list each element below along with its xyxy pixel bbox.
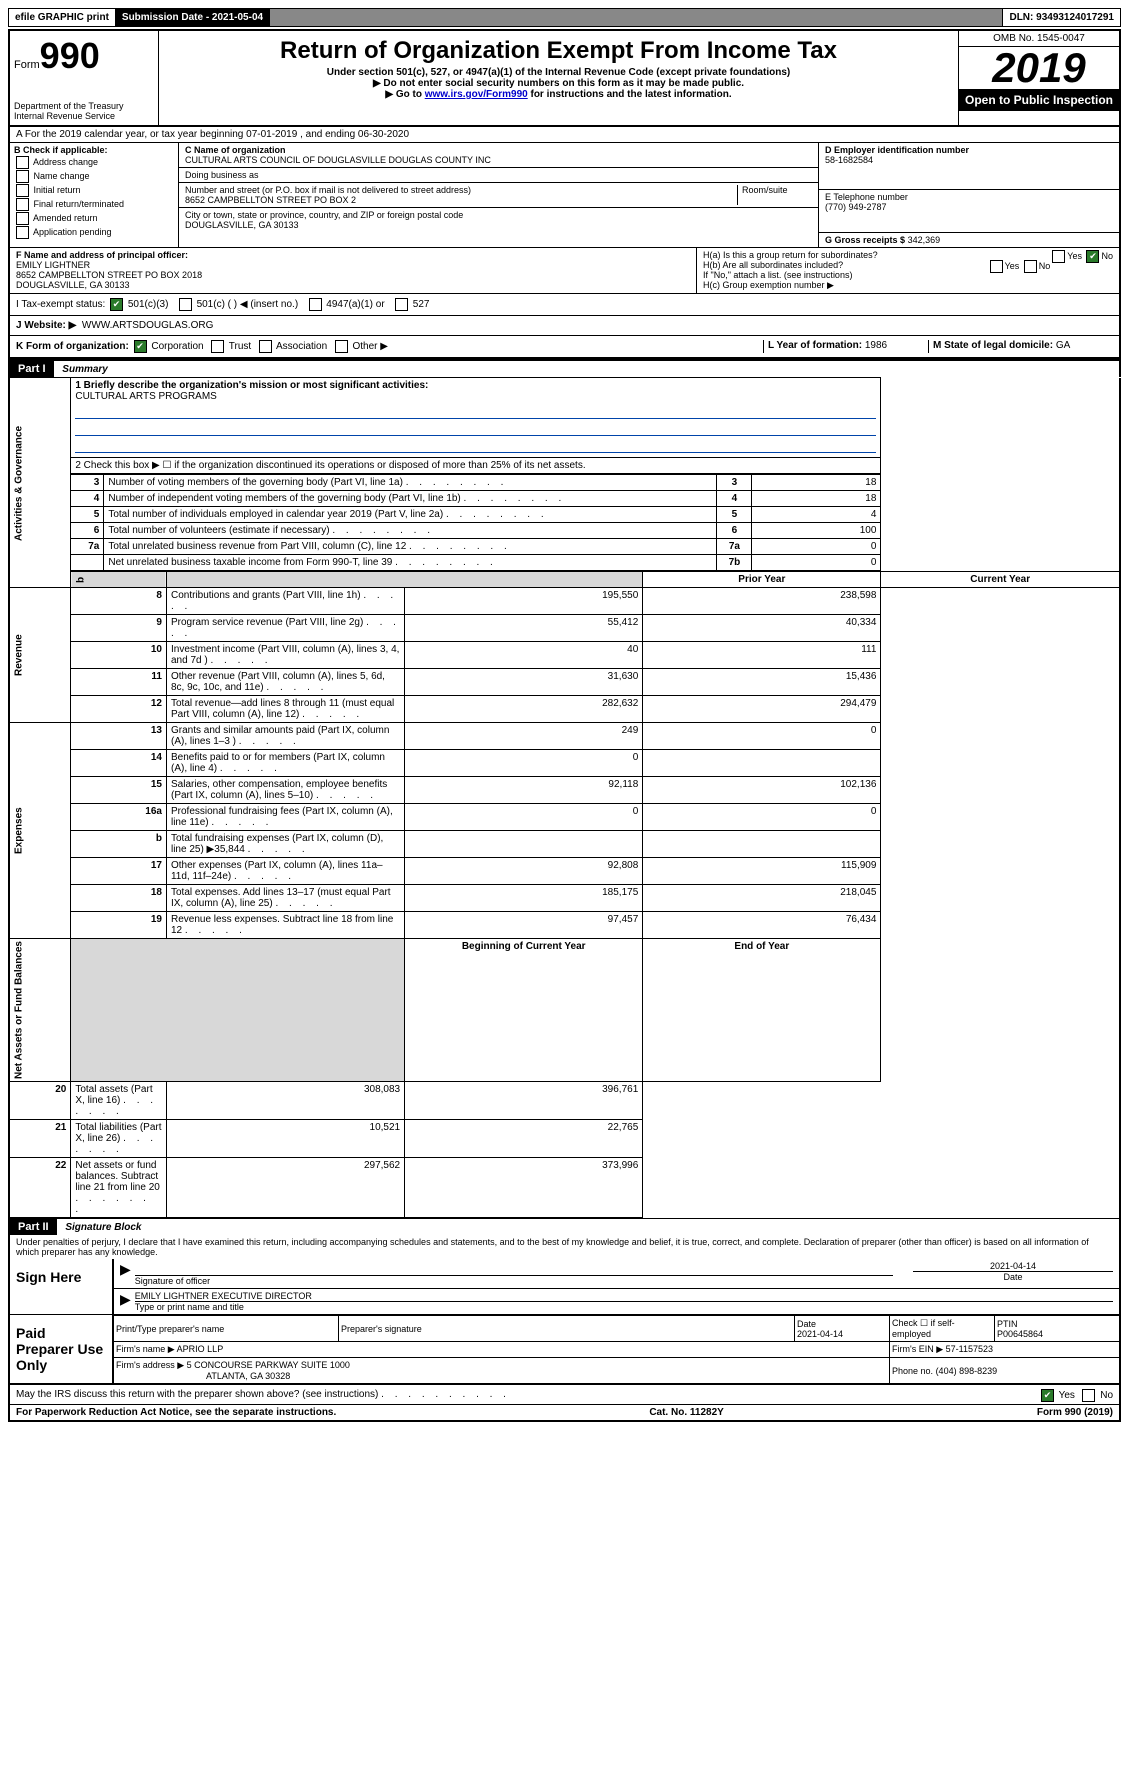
- checkbox-item[interactable]: Application pending: [14, 226, 174, 239]
- side-net: Net Assets or Fund Balances: [9, 939, 71, 1082]
- gross-receipts: 342,369: [908, 235, 941, 245]
- line-j: J Website: ▶ WWW.ARTSDOUGLAS.ORG: [8, 316, 1121, 336]
- table-row: 18Total expenses. Add lines 13–17 (must …: [9, 885, 1120, 912]
- checkbox-item[interactable]: Address change: [14, 156, 174, 169]
- section-c: C Name of organization CULTURAL ARTS COU…: [179, 143, 819, 247]
- submission-date: Submission Date - 2021-05-04: [116, 9, 270, 26]
- line-a: A For the 2019 calendar year, or tax yea…: [8, 127, 1121, 143]
- table-row: Expenses13Grants and similar amounts pai…: [9, 723, 1120, 750]
- discuss-yes[interactable]: ✔: [1041, 1389, 1054, 1402]
- discuss-no[interactable]: [1082, 1389, 1095, 1402]
- section-b: B Check if applicable: Address change Na…: [10, 143, 179, 247]
- discuss-line: May the IRS discuss this return with the…: [8, 1385, 1121, 1405]
- dept-label: Department of the Treasury: [14, 101, 154, 111]
- section-deg: D Employer identification number 58-1682…: [819, 143, 1119, 247]
- section-fh: F Name and address of principal officer:…: [8, 248, 1121, 294]
- subtitle-3: ▶ Go to www.irs.gov/Form990 for instruct…: [169, 89, 948, 100]
- checkbox-item[interactable]: Amended return: [14, 212, 174, 225]
- side-gov: Activities & Governance: [9, 378, 71, 588]
- phone: (770) 949-2787: [825, 202, 1113, 212]
- table-row: 19Revenue less expenses. Subtract line 1…: [9, 912, 1120, 939]
- bullet-icon: ▶: [120, 1261, 131, 1286]
- table-row: 20Total assets (Part X, line 16) . . . .…: [9, 1082, 1120, 1120]
- part-2-header: Part II Signature Block: [8, 1218, 1121, 1235]
- website: WWW.ARTSDOUGLAS.ORG: [82, 320, 214, 331]
- top-bar: efile GRAPHIC print Submission Date - 20…: [8, 8, 1121, 27]
- table-row: bTotal fundraising expenses (Part IX, co…: [9, 831, 1120, 858]
- dln: DLN: 93493124017291: [1003, 9, 1120, 26]
- form-number: Form990: [14, 35, 154, 77]
- checkbox-item[interactable]: Final return/terminated: [14, 198, 174, 211]
- subtitle-1: Under section 501(c), 527, or 4947(a)(1)…: [169, 67, 948, 78]
- table-row: 12Total revenue—add lines 8 through 11 (…: [9, 696, 1120, 723]
- table-row: 15Salaries, other compensation, employee…: [9, 777, 1120, 804]
- table-row: 21Total liabilities (Part X, line 26) . …: [9, 1120, 1120, 1158]
- org-name: CULTURAL ARTS COUNCIL OF DOUGLASVILLE DO…: [185, 155, 812, 165]
- table-row: 10Investment income (Part VIII, column (…: [9, 642, 1120, 669]
- section-f: F Name and address of principal officer:…: [10, 248, 697, 293]
- subtitle-2: ▶ Do not enter social security numbers o…: [169, 78, 948, 89]
- top-bar-spacer: [270, 9, 1003, 26]
- checkbox-item[interactable]: Name change: [14, 170, 174, 183]
- efile-label[interactable]: efile GRAPHIC print: [9, 9, 116, 26]
- part-1-header: Part I Summary: [8, 359, 1121, 377]
- checkbox-item[interactable]: Initial return: [14, 184, 174, 197]
- line-klm: K Form of organization: ✔ Corporation Tr…: [8, 336, 1121, 359]
- open-public-badge: Open to Public Inspection: [959, 89, 1119, 111]
- table-row: 11Other revenue (Part VIII, column (A), …: [9, 669, 1120, 696]
- footer: For Paperwork Reduction Act Notice, see …: [8, 1405, 1121, 1422]
- perjury-text: Under penalties of perjury, I declare th…: [8, 1235, 1121, 1259]
- table-row: 16aProfessional fundraising fees (Part I…: [9, 804, 1120, 831]
- checkbox-501c3[interactable]: ✔: [110, 298, 123, 311]
- table-row: 22Net assets or fund balances. Subtract …: [9, 1158, 1120, 1218]
- irs-link[interactable]: www.irs.gov/Form990: [425, 89, 528, 100]
- sign-section: Sign Here ▶ Signature of officer 2021-04…: [8, 1259, 1121, 1385]
- summary-table: Activities & Governance 1 Briefly descri…: [8, 377, 1121, 1218]
- form-header: Form990 Department of the Treasury Inter…: [8, 29, 1121, 127]
- section-bcdeg: B Check if applicable: Address change Na…: [8, 143, 1121, 248]
- tax-year: 2019: [959, 47, 1119, 89]
- table-row: Revenue8Contributions and grants (Part V…: [9, 588, 1120, 615]
- table-row: 9Program service revenue (Part VIII, lin…: [9, 615, 1120, 642]
- org-city: DOUGLASVILLE, GA 30133: [185, 220, 812, 230]
- section-h: H(a) Is this a group return for subordin…: [697, 248, 1119, 293]
- irs-label: Internal Revenue Service: [14, 111, 154, 121]
- ein: 58-1682584: [825, 155, 1113, 165]
- table-row: 17Other expenses (Part IX, column (A), l…: [9, 858, 1120, 885]
- line-i: I Tax-exempt status: ✔ 501(c)(3) 501(c) …: [8, 294, 1121, 316]
- table-row: 14Benefits paid to or for members (Part …: [9, 750, 1120, 777]
- org-address: 8652 CAMPBELLTON STREET PO BOX 2: [185, 195, 737, 205]
- form-title: Return of Organization Exempt From Incom…: [169, 37, 948, 65]
